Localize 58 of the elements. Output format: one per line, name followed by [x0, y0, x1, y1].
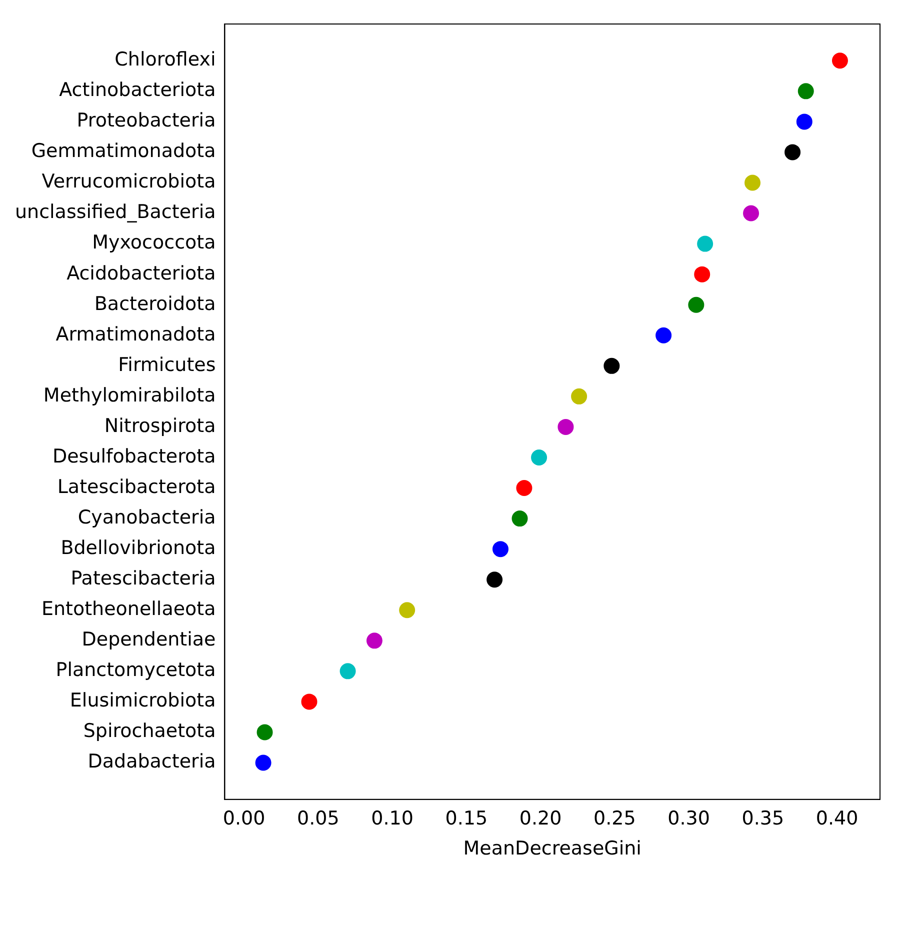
- point: [512, 510, 528, 527]
- y-tick-label: Armatimonadota: [56, 323, 216, 346]
- x-tick-label: 0.20: [519, 808, 562, 830]
- point: [558, 418, 574, 435]
- y-tick-label: Nitrospirota: [104, 414, 216, 437]
- y-tick-label: Bdellovibrionota: [60, 537, 216, 560]
- point: [832, 52, 848, 69]
- point: [744, 174, 761, 191]
- y-tick-label: Actinobacteriota: [59, 79, 216, 102]
- point: [366, 632, 382, 649]
- point: [340, 663, 356, 680]
- point: [694, 266, 710, 282]
- y-tick-label: Dependentiae: [82, 628, 216, 651]
- y-tick-label: Bacteroidota: [94, 292, 216, 315]
- x-tick-label: 0.00: [222, 808, 266, 830]
- y-tick-label: Methylomirabilota: [43, 384, 216, 406]
- y-tick-label: Elusimicrobiota: [70, 690, 216, 712]
- point: [656, 327, 672, 344]
- point: [697, 236, 714, 252]
- y-tick-label: Desulfobacterota: [52, 445, 216, 468]
- x-tick-label: 0.40: [816, 808, 858, 830]
- y-tick-label: Firmicutes: [118, 354, 216, 376]
- y-tick-label: Entotheonellaeota: [41, 598, 216, 620]
- y-tick-label: Acidobacteriota: [66, 262, 216, 284]
- x-tick-label: 0.10: [371, 808, 414, 830]
- y-tick-label: Latescibacterota: [57, 476, 216, 498]
- point: [604, 358, 620, 374]
- y-tick-label: Cyanobacteria: [78, 506, 216, 528]
- point: [571, 388, 588, 404]
- point: [255, 754, 272, 771]
- x-tick-label: 0.15: [445, 808, 488, 830]
- x-tick-label: 0.30: [668, 808, 710, 830]
- x-axis-title: MeanDecreaseGini: [463, 838, 642, 860]
- y-tick-label: Myxococcota: [92, 232, 216, 254]
- point: [399, 602, 416, 618]
- point: [688, 296, 704, 313]
- y-tick-label: Proteobacteria: [76, 110, 216, 132]
- point: [256, 724, 273, 740]
- point: [486, 572, 503, 588]
- y-tick-label: Planctomycetota: [56, 659, 216, 682]
- point: [516, 480, 532, 496]
- y-tick-label: Chloroflexi: [114, 48, 216, 71]
- point: [301, 694, 318, 710]
- point: [796, 114, 812, 130]
- point: [743, 205, 760, 222]
- y-tick-label: Gemmatimonadota: [31, 140, 216, 162]
- x-tick-label: 0.05: [296, 808, 340, 830]
- point: [492, 541, 508, 558]
- y-tick-label: Patescibacteria: [70, 568, 216, 590]
- x-tick-label: 0.35: [742, 808, 784, 830]
- x-tick-label: 0.25: [593, 808, 636, 830]
- y-tick-label: Dadabacteria: [88, 750, 216, 773]
- y-tick-label: Verrucomicrobiota: [42, 170, 216, 193]
- point: [798, 83, 814, 100]
- y-tick-label: Spirochaetota: [83, 720, 216, 742]
- y-tick-label: unclassified_Bacteria: [14, 201, 216, 224]
- point: [531, 449, 548, 466]
- point: [784, 144, 801, 160]
